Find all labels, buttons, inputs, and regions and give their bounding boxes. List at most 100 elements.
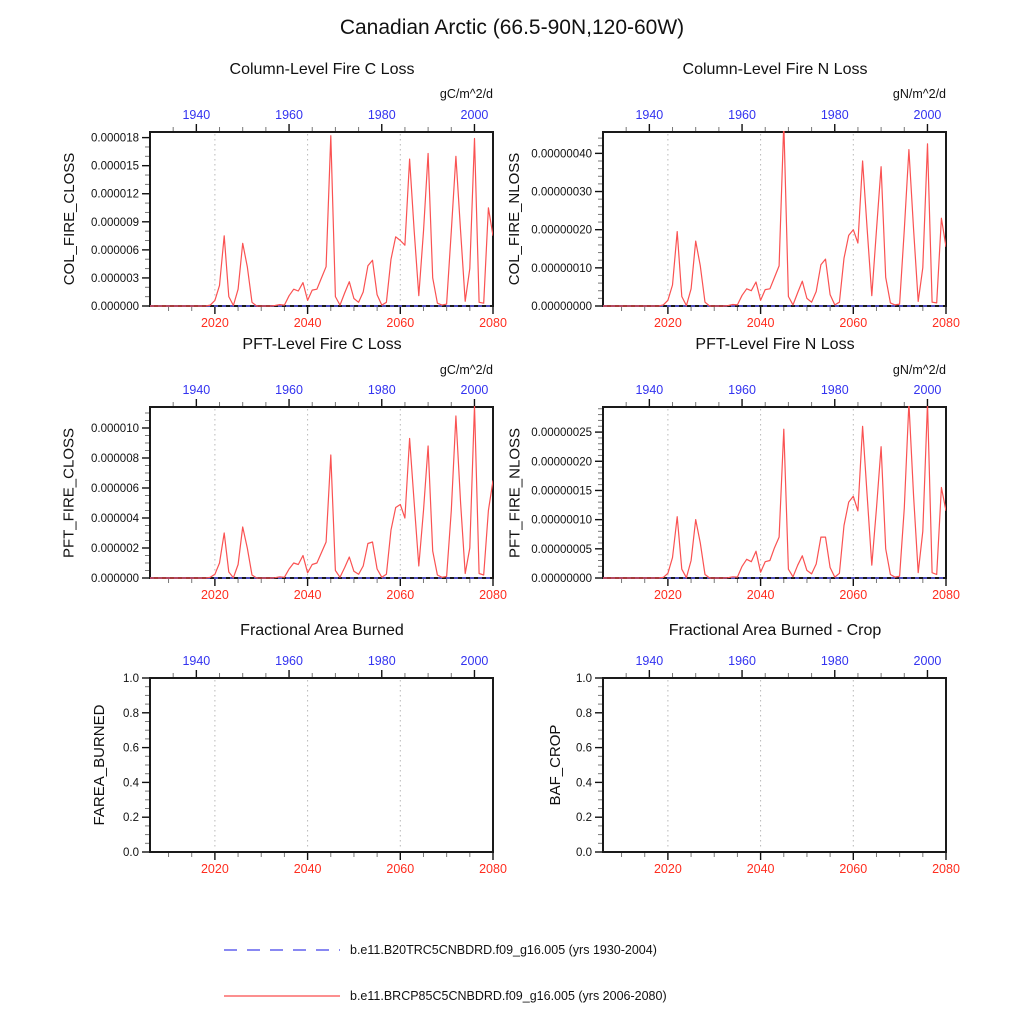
- svg-text:0.2: 0.2: [576, 812, 592, 824]
- legend-item-rcp85: b.e11.BRCP85C5CNBDRD.f09_g16.005 (yrs 20…: [223, 987, 667, 1005]
- svg-text:0.0: 0.0: [123, 847, 139, 859]
- svg-text:0.00000020: 0.00000020: [531, 225, 592, 237]
- svg-text:1960: 1960: [275, 108, 303, 122]
- svg-text:2060: 2060: [839, 316, 867, 330]
- svg-text:1.0: 1.0: [123, 673, 139, 685]
- svg-text:2000: 2000: [914, 383, 942, 397]
- panel-0-units: gC/m^2/d: [439, 87, 493, 101]
- panel-1-y-axis-label: COL_FIRE_NLOSS: [506, 152, 523, 286]
- panel-1-title: Column-Level Fire N Loss: [682, 61, 868, 78]
- panel-2-y-axis-label: PFT_FIRE_CLOSS: [60, 427, 78, 559]
- svg-text:2020: 2020: [654, 316, 682, 330]
- svg-text:2040: 2040: [294, 316, 322, 330]
- panel-1-units: gN/m^2/d: [892, 87, 946, 101]
- svg-text:1980: 1980: [368, 108, 396, 122]
- panel-4-title: Fractional Area Burned: [240, 622, 404, 639]
- panel-5-y-axis-label: BAF_CROP: [547, 724, 564, 806]
- svg-text:2020: 2020: [201, 588, 229, 602]
- svg-text:0.2: 0.2: [123, 812, 139, 824]
- svg-text:2000: 2000: [914, 108, 942, 122]
- legend-line-historical-dashed: [224, 949, 340, 951]
- svg-text:1940: 1940: [635, 108, 663, 122]
- svg-text:0.000000: 0.000000: [91, 573, 139, 585]
- svg-text:0.8: 0.8: [576, 708, 592, 720]
- svg-text:1960: 1960: [728, 383, 756, 397]
- svg-text:0.00000010: 0.00000010: [531, 263, 592, 275]
- panel-3-y-axis-label: PFT_FIRE_NLOSS: [506, 427, 524, 559]
- legend-label-rcp85: b.e11.BRCP85C5CNBDRD.f09_g16.005 (yrs 20…: [350, 989, 667, 1003]
- svg-text:2060: 2060: [386, 316, 414, 330]
- svg-text:1940: 1940: [635, 383, 663, 397]
- svg-text:0.000012: 0.000012: [91, 189, 139, 201]
- svg-text:2080: 2080: [932, 316, 960, 330]
- panel-0-title: Column-Level Fire C Loss: [229, 61, 415, 78]
- svg-text:1940: 1940: [182, 654, 210, 668]
- svg-text:0.6: 0.6: [123, 743, 139, 755]
- svg-text:2020: 2020: [201, 862, 229, 876]
- svg-text:0.000009: 0.000009: [91, 217, 139, 229]
- svg-text:2000: 2000: [914, 654, 942, 668]
- svg-text:2080: 2080: [932, 588, 960, 602]
- panel-2-units: gC/m^2/d: [439, 363, 493, 377]
- svg-text:2060: 2060: [386, 588, 414, 602]
- svg-text:1980: 1980: [821, 383, 849, 397]
- svg-text:0.00000000: 0.00000000: [531, 573, 592, 585]
- svg-text:0.6: 0.6: [576, 743, 592, 755]
- svg-text:1960: 1960: [728, 654, 756, 668]
- svg-text:1980: 1980: [821, 108, 849, 122]
- svg-text:1980: 1980: [368, 654, 396, 668]
- svg-text:2020: 2020: [654, 862, 682, 876]
- panel-5-title: Fractional Area Burned - Crop: [668, 622, 882, 639]
- svg-text:2040: 2040: [747, 316, 775, 330]
- svg-text:0.000015: 0.000015: [91, 161, 139, 173]
- svg-text:2020: 2020: [654, 588, 682, 602]
- svg-text:0.000008: 0.000008: [91, 453, 139, 465]
- svg-text:0.000010: 0.000010: [91, 423, 139, 435]
- svg-text:0.000018: 0.000018: [91, 133, 139, 145]
- svg-text:0.0: 0.0: [576, 847, 592, 859]
- legend-line-rcp85-solid: [224, 995, 340, 997]
- svg-text:0.000000: 0.000000: [91, 301, 139, 313]
- svg-text:0.00000020: 0.00000020: [531, 456, 592, 468]
- svg-text:0.000002: 0.000002: [91, 543, 139, 555]
- svg-text:2040: 2040: [294, 588, 322, 602]
- svg-text:0.000006: 0.000006: [91, 245, 139, 257]
- svg-text:0.00000005: 0.00000005: [531, 544, 592, 556]
- legend-label-historical: b.e11.B20TRC5CNBDRD.f09_g16.005 (yrs 193…: [350, 943, 657, 957]
- svg-text:0.4: 0.4: [123, 777, 140, 789]
- svg-text:1.0: 1.0: [576, 673, 592, 685]
- svg-text:0.00000025: 0.00000025: [531, 427, 592, 439]
- svg-text:0.4: 0.4: [576, 777, 593, 789]
- panel-4-y-axis-label: FAREA_BURNED: [91, 704, 108, 826]
- svg-text:0.00000030: 0.00000030: [531, 187, 592, 199]
- svg-text:1940: 1940: [182, 108, 210, 122]
- svg-text:1960: 1960: [275, 383, 303, 397]
- panel-0-y-axis-label: COL_FIRE_CLOSS: [61, 152, 78, 286]
- svg-text:2060: 2060: [839, 862, 867, 876]
- svg-text:2080: 2080: [479, 316, 507, 330]
- svg-text:2080: 2080: [479, 862, 507, 876]
- svg-text:0.00000040: 0.00000040: [531, 148, 592, 160]
- svg-text:2000: 2000: [461, 383, 489, 397]
- svg-text:2020: 2020: [201, 316, 229, 330]
- svg-text:2000: 2000: [461, 108, 489, 122]
- svg-text:0.000004: 0.000004: [91, 513, 140, 525]
- svg-text:1980: 1980: [368, 383, 396, 397]
- svg-text:1980: 1980: [821, 654, 849, 668]
- page-title: Canadian Arctic (66.5-90N,120-60W): [339, 16, 685, 39]
- svg-text:2040: 2040: [294, 862, 322, 876]
- legend-item-historical: b.e11.B20TRC5CNBDRD.f09_g16.005 (yrs 193…: [223, 941, 657, 959]
- svg-text:0.00000000: 0.00000000: [531, 301, 592, 313]
- panel-2-title: PFT-Level Fire C Loss: [242, 336, 402, 353]
- svg-text:0.00000010: 0.00000010: [531, 515, 592, 527]
- svg-text:1940: 1940: [182, 383, 210, 397]
- svg-text:1960: 1960: [275, 654, 303, 668]
- svg-text:0.000003: 0.000003: [91, 273, 139, 285]
- svg-text:2060: 2060: [386, 862, 414, 876]
- svg-text:0.00000015: 0.00000015: [531, 485, 592, 497]
- svg-text:0.8: 0.8: [123, 708, 139, 720]
- svg-text:2040: 2040: [747, 588, 775, 602]
- svg-text:2060: 2060: [839, 588, 867, 602]
